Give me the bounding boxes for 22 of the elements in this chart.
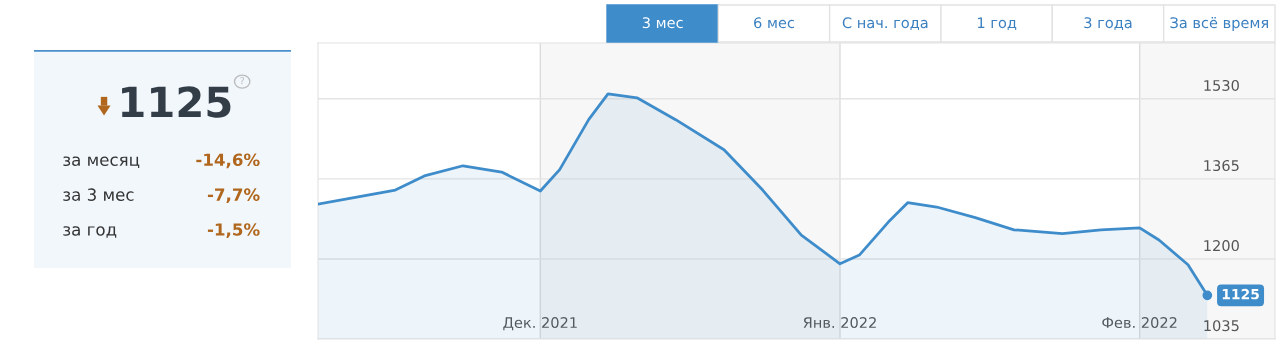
text: 1125 <box>122 86 231 118</box>
text: 3 мес <box>642 17 683 29</box>
text: 1 год <box>977 17 1017 31</box>
text: за год <box>63 226 117 238</box>
x-tick-label: Дек. 2021 <box>503 317 577 331</box>
y-tick-label: 1200 <box>1204 240 1239 252</box>
text: -7,7% <box>207 188 260 204</box>
text: -1,5% <box>207 223 260 238</box>
x-tick-label: Фев. 2022 <box>1102 317 1177 329</box>
text: 6 мес <box>754 17 795 29</box>
text: За всё время <box>1170 16 1268 32</box>
y-tick-label: 1530 <box>1204 79 1239 91</box>
y-tick-label: 1035 <box>1204 320 1239 332</box>
text: 3 года <box>1084 17 1132 31</box>
x-tick-label: Янв. 2022 <box>803 317 876 329</box>
text: за месяц <box>63 156 140 169</box>
text: С нач. года <box>842 17 928 31</box>
text: -14,6% <box>196 153 260 169</box>
text: ? <box>240 77 245 85</box>
y-tick-label: 1365 <box>1204 160 1239 172</box>
data-label: 1125 <box>1222 288 1259 300</box>
text: за 3 мес <box>63 188 134 201</box>
